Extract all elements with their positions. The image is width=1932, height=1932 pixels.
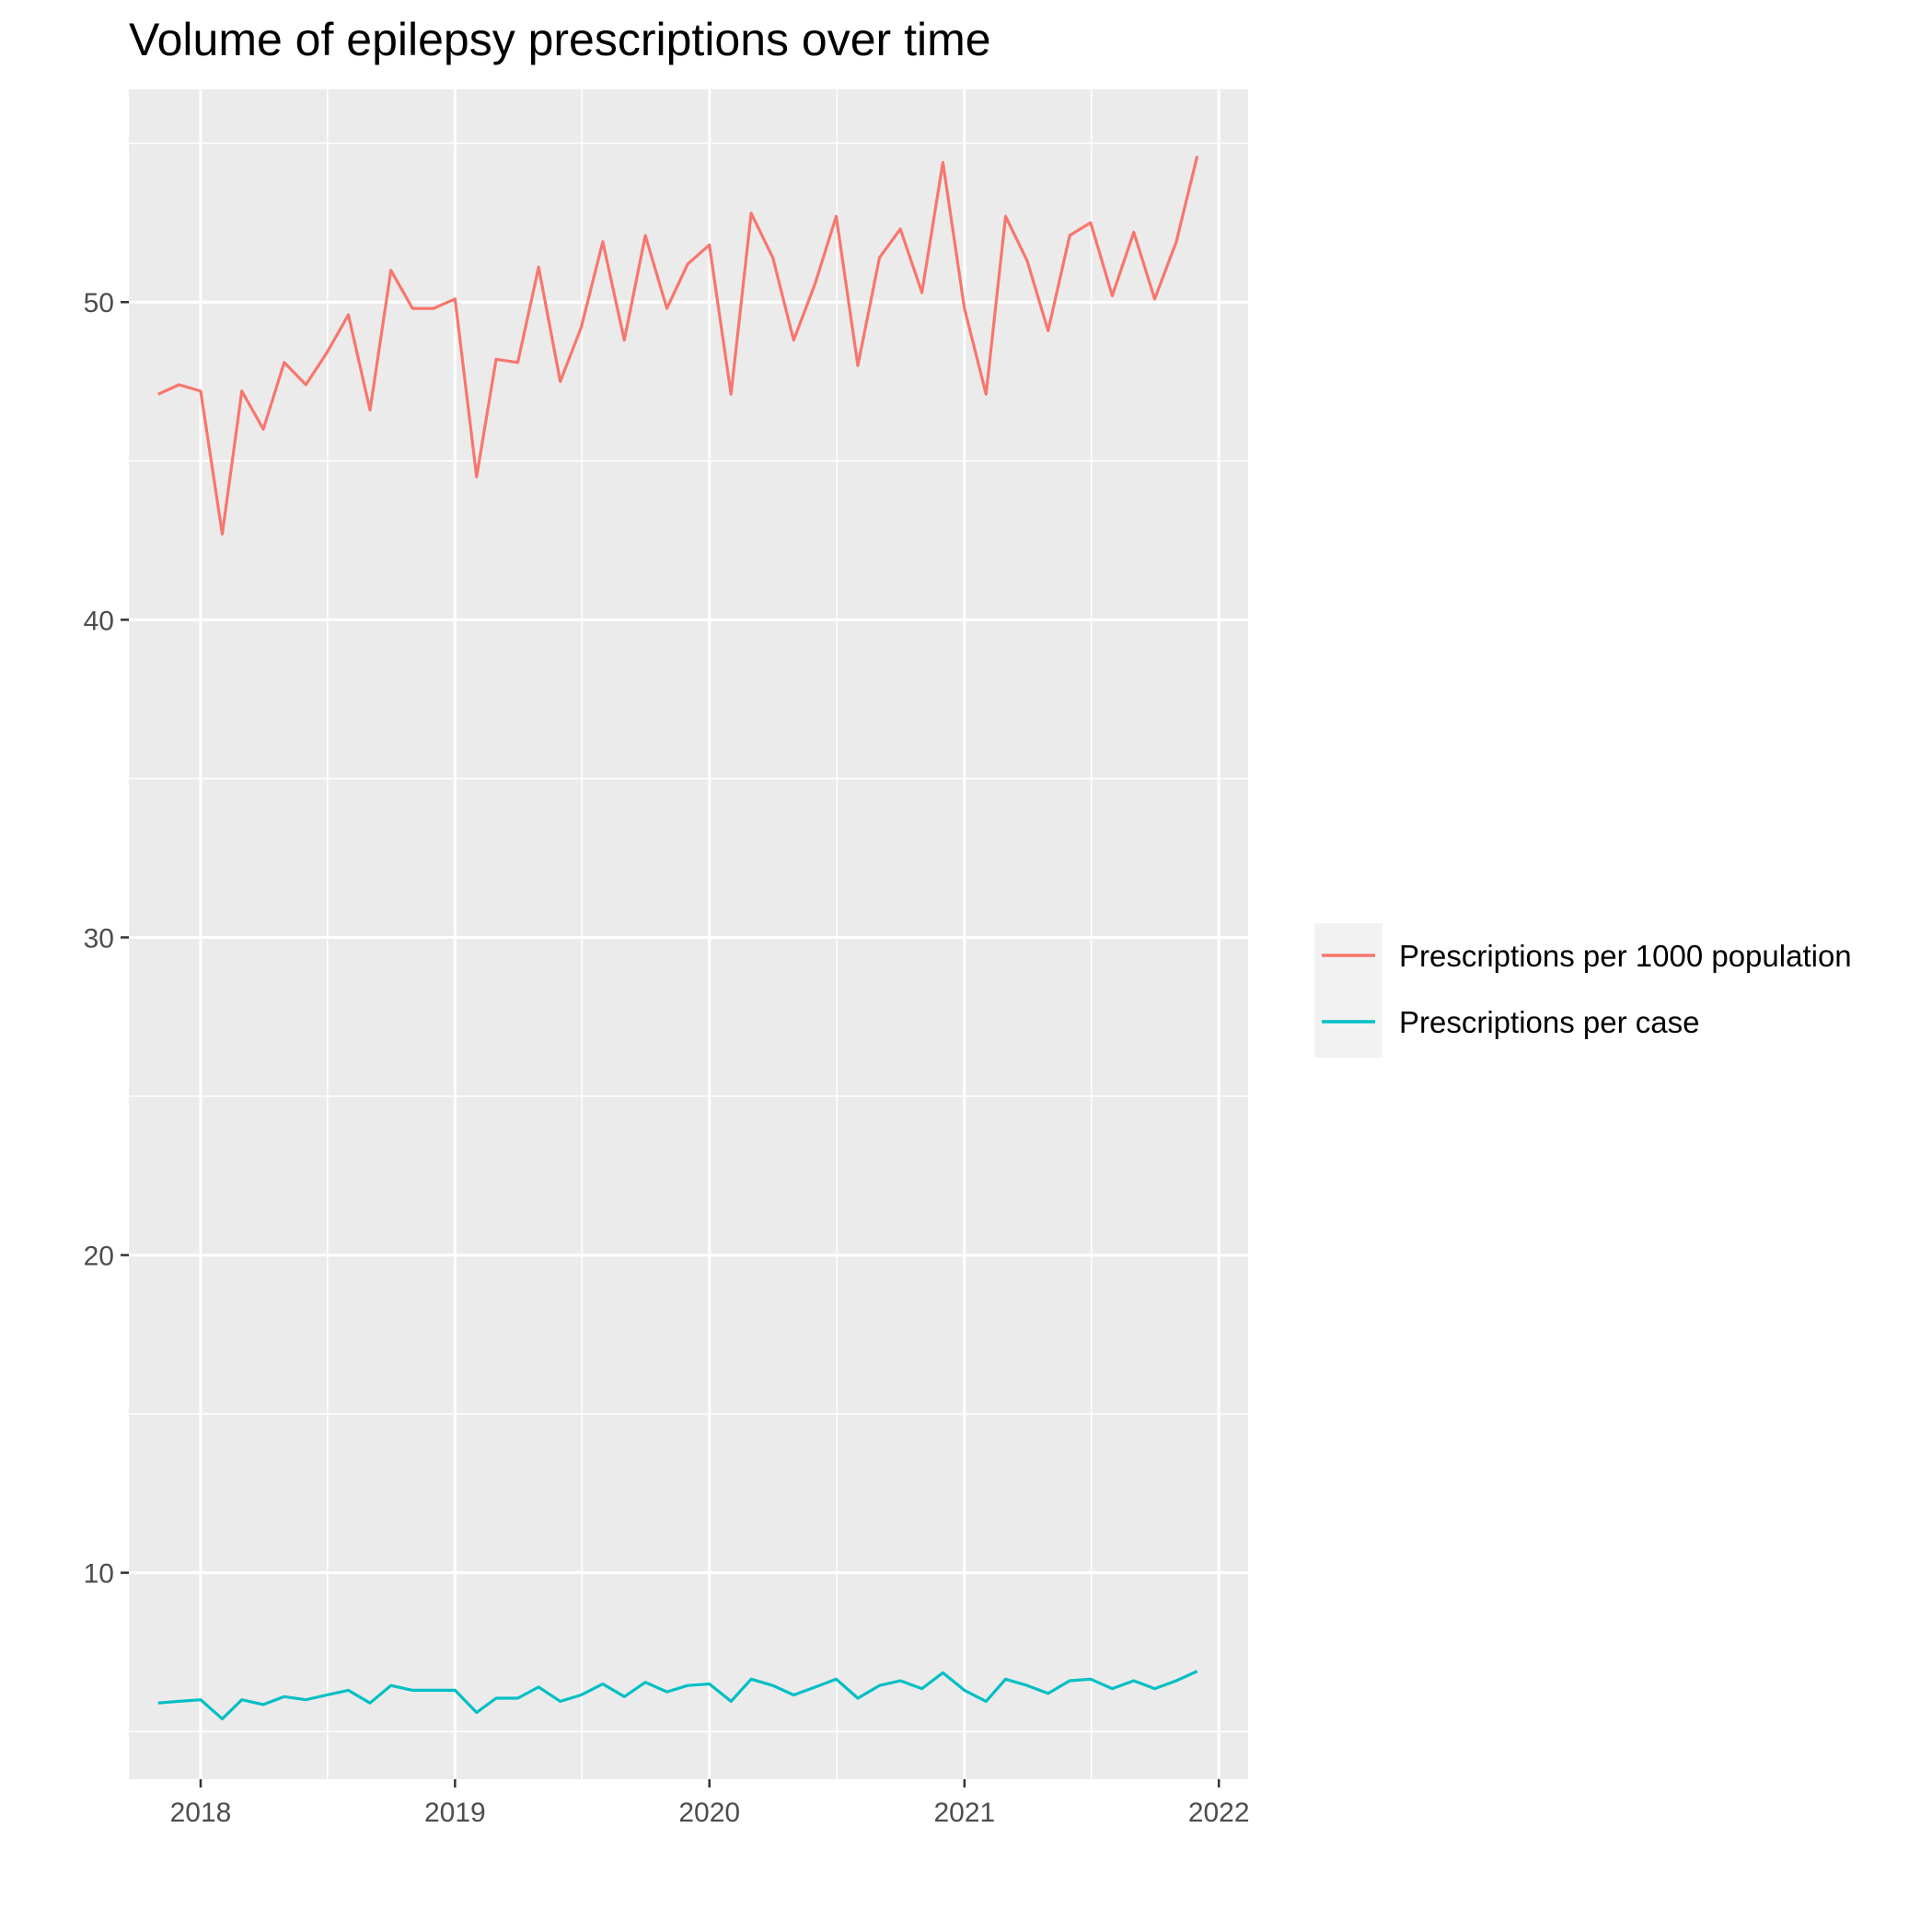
y-tick-label: 20 bbox=[84, 1242, 114, 1272]
y-axis: 10 20 30 40 50 bbox=[84, 288, 129, 1590]
legend-background bbox=[1314, 923, 1382, 1058]
y-tick-label: 40 bbox=[84, 606, 114, 636]
y-tick-label: 30 bbox=[84, 923, 114, 954]
y-tick-label: 10 bbox=[84, 1559, 114, 1590]
plot-panel bbox=[129, 89, 1248, 1779]
x-axis: 2018 2019 2020 2021 2022 bbox=[170, 1779, 1250, 1828]
y-tick-label: 50 bbox=[84, 288, 114, 318]
x-tick-label: 2022 bbox=[1188, 1798, 1250, 1828]
x-tick-label: 2018 bbox=[170, 1798, 232, 1828]
legend: Prescriptions per 1000 population Prescri… bbox=[1314, 923, 1852, 1058]
series-line bbox=[157, 156, 1199, 536]
x-tick-label: 2021 bbox=[933, 1798, 995, 1828]
x-tick-label: 2020 bbox=[678, 1798, 740, 1828]
legend-label: Prescriptions per 1000 population bbox=[1399, 939, 1852, 973]
x-tick-label: 2019 bbox=[424, 1798, 486, 1828]
legend-label: Prescriptions per case bbox=[1399, 1005, 1699, 1039]
series-line bbox=[157, 1670, 1198, 1721]
chart-title: Volume of epilepsy prescriptions over ti… bbox=[129, 14, 991, 65]
major-gridlines bbox=[129, 89, 1248, 1779]
series-lines bbox=[157, 156, 1199, 1721]
minor-gridlines bbox=[129, 89, 1248, 1779]
